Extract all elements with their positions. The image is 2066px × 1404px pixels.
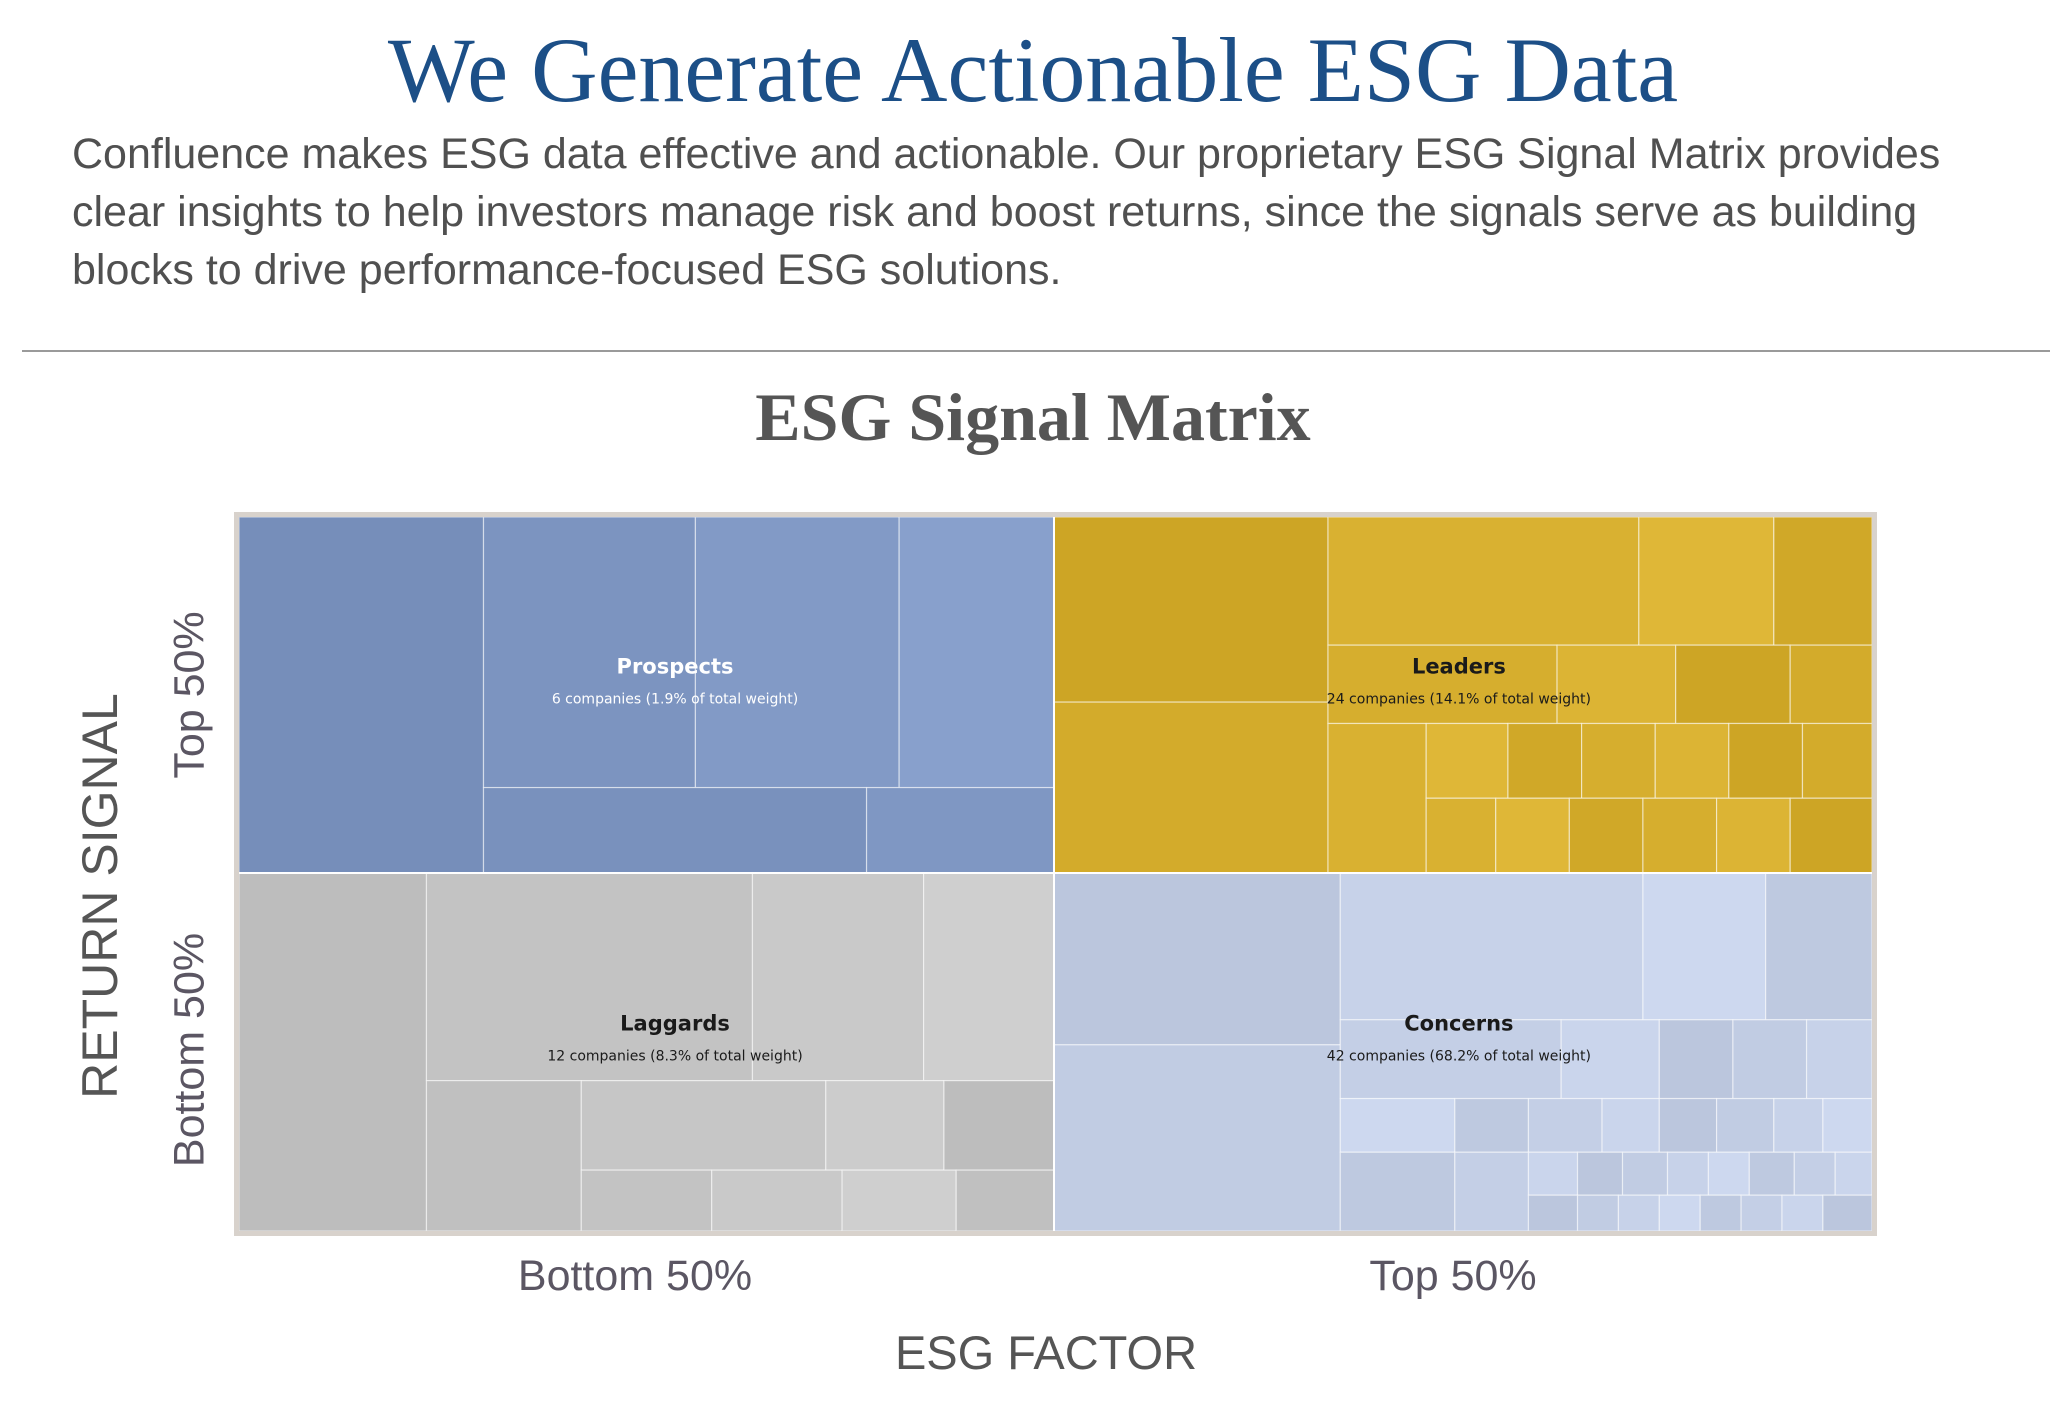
concerns-tile [1454, 1097, 1530, 1153]
concerns-tile [1699, 1194, 1742, 1231]
y-axis-title: RETURN SIGNAL [72, 693, 128, 1099]
leaders-tile [1507, 722, 1583, 799]
concerns-tile [1793, 1151, 1836, 1196]
leaders-tile [1327, 644, 1558, 725]
laggards-tile [239, 872, 428, 1231]
x-axis-title: ESG FACTOR [894, 1326, 1198, 1379]
quadrant-concerns: Concerns 42 companies (68.2% of total wei… [1053, 872, 1872, 1231]
quadrant-label-prospects: Prospects [617, 655, 734, 679]
concerns-tile [1642, 872, 1767, 1021]
y-tick-bottom: Bottom 50% [165, 932, 214, 1168]
concerns-tile [1576, 1194, 1620, 1231]
treemap-chart: Prospects 6 companies (1.9% of total weig… [239, 517, 1872, 1231]
leaders-tile [1675, 644, 1791, 725]
laggards-tile [751, 872, 925, 1082]
concerns-tile [1339, 1019, 1562, 1100]
quadrant-sublabel-laggards: 12 companies (8.3% of total weight) [547, 1049, 802, 1065]
laggards-tile [425, 1080, 582, 1231]
chart-title: ESG Signal Matrix [755, 379, 1311, 455]
leaders-tile [1053, 517, 1329, 703]
concerns-tile [1621, 1151, 1669, 1196]
quadrant-sublabel-leaders: 24 companies (14.1% of total weight) [1327, 692, 1591, 708]
concerns-tile [1748, 1151, 1795, 1196]
prospects-tile [898, 517, 1055, 789]
concerns-tile [1053, 872, 1341, 1046]
leaders-tile [1425, 797, 1497, 874]
concerns-tile [1822, 1097, 1872, 1153]
laggards-tile [580, 1080, 827, 1171]
concerns-tile [1732, 1019, 1808, 1100]
leaders-tile [1789, 644, 1872, 725]
quadrant-label-leaders: Leaders [1412, 655, 1506, 679]
x-tick-bottom: Bottom 50% [517, 1252, 753, 1300]
page-headline: We Generate Actionable ESG Data [387, 19, 1679, 121]
concerns-tile [1658, 1194, 1701, 1231]
concerns-tile [1053, 1044, 1341, 1231]
intro-paragraph: Confluence makes ESG data effective and … [72, 130, 1941, 294]
quadrant-prospects: Prospects 6 companies (1.9% of total weig… [239, 517, 1055, 874]
laggards-tile [955, 1169, 1055, 1231]
leaders-tile [1789, 797, 1872, 874]
y-tick-top: Top 50% [165, 611, 214, 779]
laggards-tile [943, 1080, 1055, 1171]
leaders-tile [1568, 797, 1644, 874]
concerns-tile [1601, 1097, 1660, 1153]
quadrant-leaders: Leaders 24 companies (14.1% of total weig… [1053, 517, 1872, 874]
concerns-tile [1527, 1097, 1603, 1153]
quadrant-sublabel-concerns: 42 companies (68.2% of total weight) [1327, 1049, 1591, 1065]
concerns-tile [1781, 1194, 1824, 1231]
concerns-tile [1805, 1019, 1872, 1100]
leaders-tile [1556, 644, 1677, 725]
concerns-tile [1560, 1019, 1660, 1100]
leaders-tile [1801, 722, 1872, 799]
concerns-tile [1765, 872, 1872, 1021]
concerns-tile [1822, 1194, 1872, 1231]
concerns-tile [1576, 1151, 1624, 1196]
concerns-tile [1658, 1097, 1718, 1153]
concerns-tile [1617, 1194, 1660, 1231]
concerns-tile [1527, 1151, 1579, 1196]
concerns-tile [1715, 1097, 1775, 1153]
leaders-tile [1715, 797, 1791, 874]
concerns-tile [1834, 1151, 1872, 1196]
leaders-tile [1327, 517, 1640, 646]
prospects-tile [482, 786, 868, 874]
leaders-tile [1728, 722, 1804, 799]
leaders-tile [1638, 517, 1775, 646]
leaders-tile [1642, 797, 1718, 874]
leaders-tile [1773, 517, 1872, 646]
concerns-tile [1658, 1019, 1734, 1100]
concerns-tile [1339, 1097, 1456, 1153]
leaders-tile [1654, 722, 1730, 799]
prospects-tile [239, 517, 485, 874]
laggards-tile [922, 872, 1055, 1082]
concerns-tile [1740, 1194, 1783, 1231]
laggards-tile [580, 1169, 713, 1231]
concerns-tile [1454, 1151, 1530, 1231]
laggards-tile [841, 1169, 957, 1231]
quadrant-laggards: Laggards 12 companies (8.3% of total weig… [239, 872, 1055, 1231]
x-tick-top: Top 50% [1369, 1252, 1537, 1300]
laggards-tile [825, 1080, 945, 1171]
concerns-tile [1527, 1194, 1579, 1231]
concerns-tile [1773, 1097, 1824, 1153]
concerns-tile [1339, 872, 1644, 1021]
prospects-tile [865, 786, 1055, 874]
divider [22, 350, 2050, 352]
leaders-tile [1053, 701, 1329, 874]
concerns-tile [1707, 1151, 1750, 1196]
quadrant-sublabel-prospects: 6 companies (1.9% of total weight) [552, 692, 798, 708]
concerns-tile [1666, 1151, 1710, 1196]
leaders-tile [1495, 797, 1570, 874]
quadrant-label-concerns: Concerns [1404, 1012, 1513, 1036]
leaders-tile [1425, 722, 1509, 799]
leaders-tile [1581, 722, 1656, 799]
leaders-tile [1327, 722, 1427, 874]
prospects-tile [482, 517, 696, 789]
quadrant-label-laggards: Laggards [620, 1012, 730, 1036]
concerns-tile [1339, 1151, 1456, 1231]
laggards-tile [711, 1169, 843, 1231]
prospects-tile [694, 517, 900, 789]
